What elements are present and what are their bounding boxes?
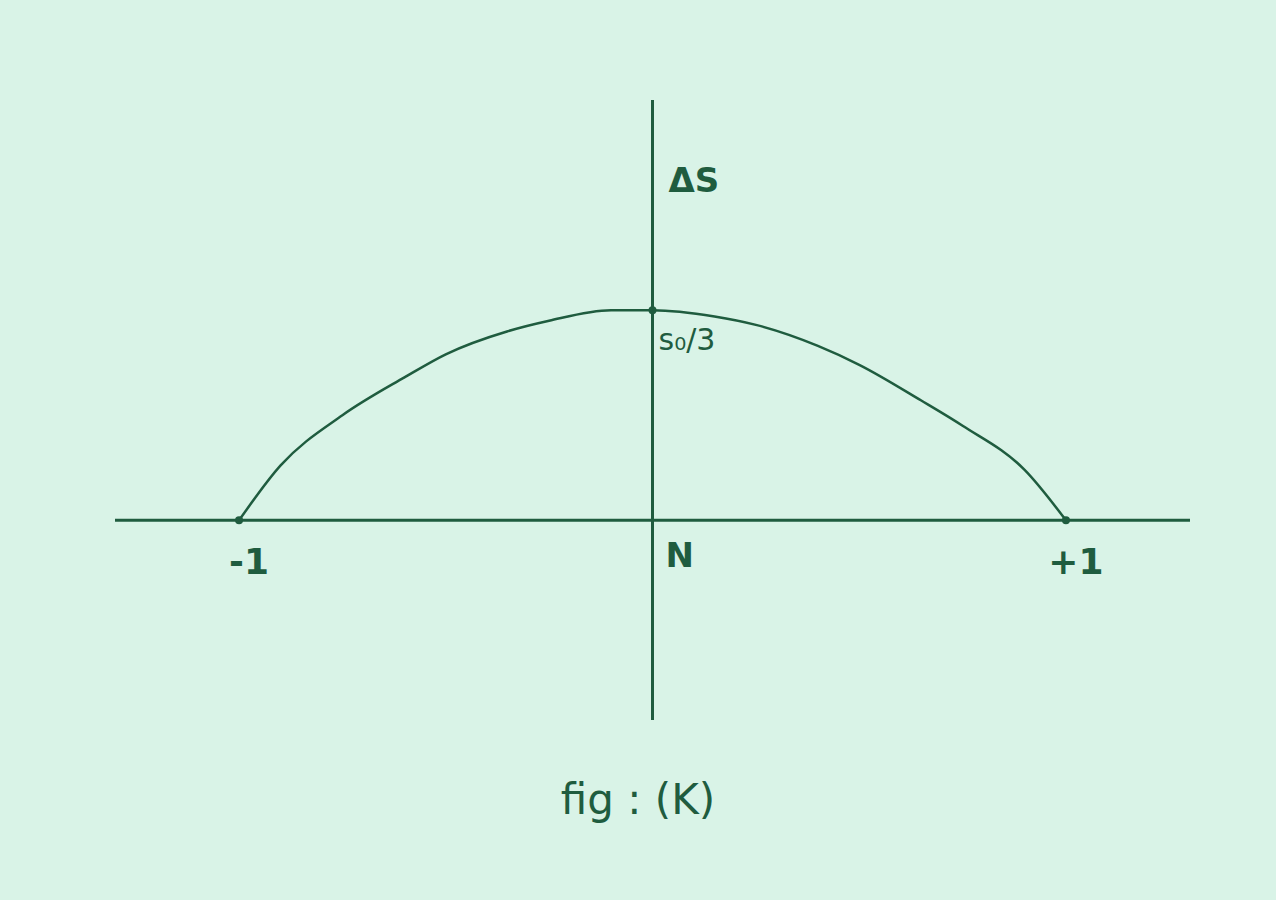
- svg-text:ΔS: ΔS: [669, 160, 720, 200]
- svg-text:-1: -1: [229, 541, 269, 582]
- svg-text:N: N: [666, 535, 694, 575]
- html-text:fig : (K): fig : (K): [560, 775, 716, 824]
- svg-text:+1: +1: [1048, 541, 1103, 582]
- svg-text:s₀/3: s₀/3: [659, 322, 716, 357]
